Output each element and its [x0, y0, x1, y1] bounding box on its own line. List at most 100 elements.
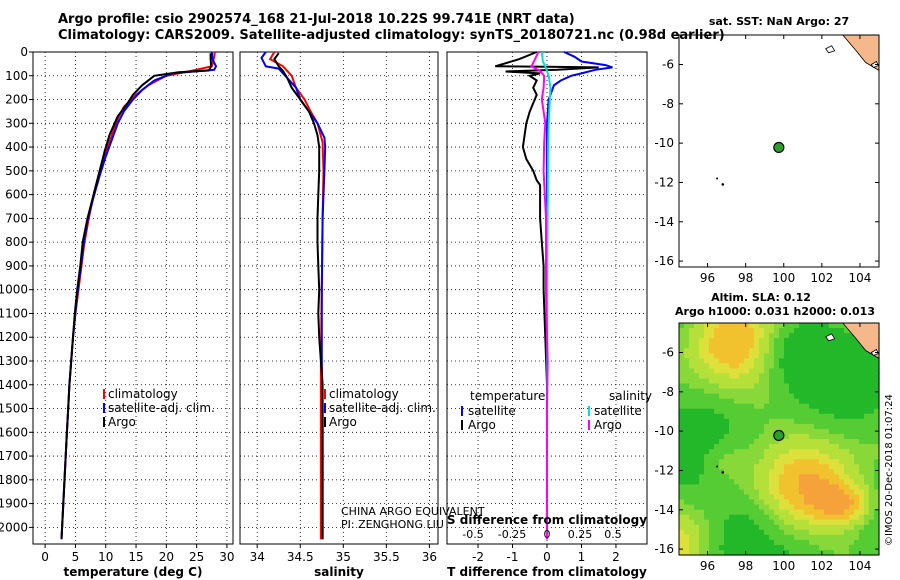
sla-cell — [744, 474, 750, 480]
sla-cell — [854, 464, 860, 470]
sla-cell — [769, 328, 775, 334]
sla-cell — [744, 378, 750, 385]
sla-cell — [759, 439, 765, 445]
sla-cell — [754, 333, 760, 339]
sla-cell — [789, 464, 795, 470]
sla-cell — [679, 469, 685, 475]
sla-cell — [809, 519, 815, 526]
sla-cell — [804, 539, 810, 546]
sla-cell — [859, 514, 865, 521]
sla-cell — [794, 388, 800, 395]
sla-cell — [874, 504, 880, 511]
sla-cell — [704, 353, 710, 359]
sla-cell — [819, 423, 825, 430]
sla-cell — [794, 534, 800, 541]
sla-cell — [839, 489, 845, 495]
sla-cell — [684, 428, 690, 435]
sla-cell — [854, 353, 860, 359]
sla-cell — [819, 464, 825, 470]
sla-cell — [834, 358, 840, 364]
sla-cell — [749, 338, 755, 344]
sla-cell — [694, 479, 700, 485]
sla-cell — [714, 403, 720, 410]
sla-cell — [814, 398, 820, 405]
sla-cell — [844, 474, 850, 480]
sla-cell — [734, 504, 740, 511]
sla-cell — [874, 539, 880, 546]
sla-cell — [804, 323, 810, 329]
sla-cell — [729, 363, 735, 369]
sla-cell — [849, 519, 855, 526]
sla-cell — [759, 519, 765, 526]
sla-cell — [684, 459, 690, 465]
sla-cell — [724, 519, 730, 526]
sla-cell — [809, 494, 815, 501]
sla-cell — [839, 368, 845, 374]
sla-cell — [844, 524, 850, 531]
sla-cell — [714, 353, 720, 359]
sla-cell — [784, 393, 790, 400]
sla-cell — [824, 398, 830, 405]
sla-cell — [774, 383, 780, 390]
sla-cell — [739, 544, 745, 551]
sla-cell — [819, 459, 825, 465]
sla-cell — [814, 550, 820, 556]
sla-cell — [779, 494, 785, 501]
sla-cell — [794, 494, 800, 501]
depth-tick-label: 1100 — [0, 306, 28, 320]
sla-cell — [704, 449, 710, 455]
sla-cell — [684, 383, 690, 390]
island — [870, 348, 879, 356]
sla-cell — [814, 459, 820, 465]
sla-cell — [729, 504, 735, 511]
sla-cell — [689, 454, 695, 460]
sla-cell — [874, 544, 880, 551]
sla-cell — [834, 398, 840, 405]
sla-cell — [759, 343, 765, 349]
sla-cell — [869, 489, 875, 495]
sla-cell — [714, 504, 720, 511]
sla-cell — [799, 328, 805, 334]
sla-cell — [804, 544, 810, 551]
sla-cell — [799, 534, 805, 541]
sla-cell — [689, 479, 695, 485]
sla-cell — [854, 428, 860, 435]
sla-cell — [834, 403, 840, 410]
sla-cell — [714, 363, 720, 369]
sla-cell — [764, 358, 770, 364]
sla-cell — [714, 459, 720, 465]
sla-cell — [874, 418, 880, 425]
sla-cell — [719, 378, 725, 385]
sla-cell — [684, 484, 690, 490]
sla-cell — [779, 398, 785, 405]
sla-cell — [749, 358, 755, 364]
sla-cell — [744, 469, 750, 475]
sla-cell — [754, 524, 760, 531]
sla-cell — [769, 534, 775, 541]
sla-cell — [869, 524, 875, 531]
sla-cell — [779, 323, 785, 329]
sla-cell — [724, 388, 730, 395]
sla-cell — [699, 408, 705, 415]
sla-cell — [839, 464, 845, 470]
sla-cell — [864, 449, 870, 455]
sla-cell — [744, 464, 750, 470]
sla-cell — [744, 388, 750, 395]
sla-cell — [819, 444, 825, 450]
annotation-line1: CHINA ARGO EQUIVALENT — [341, 505, 485, 518]
sla-cell — [754, 423, 760, 430]
sla-cell — [824, 519, 830, 526]
sla-cell — [739, 529, 745, 536]
sla-cell — [854, 434, 860, 440]
sla-cell — [864, 444, 870, 450]
sla-cell — [734, 378, 740, 385]
sla-cell — [774, 363, 780, 369]
sla-cell — [789, 449, 795, 455]
sla-cell — [714, 393, 720, 400]
diff-secondary-xlabel: S difference from climatology — [447, 513, 647, 527]
sla-cell — [719, 323, 725, 329]
sla-cell — [779, 484, 785, 490]
sla-cell — [804, 489, 810, 495]
sla-cell — [789, 378, 795, 385]
